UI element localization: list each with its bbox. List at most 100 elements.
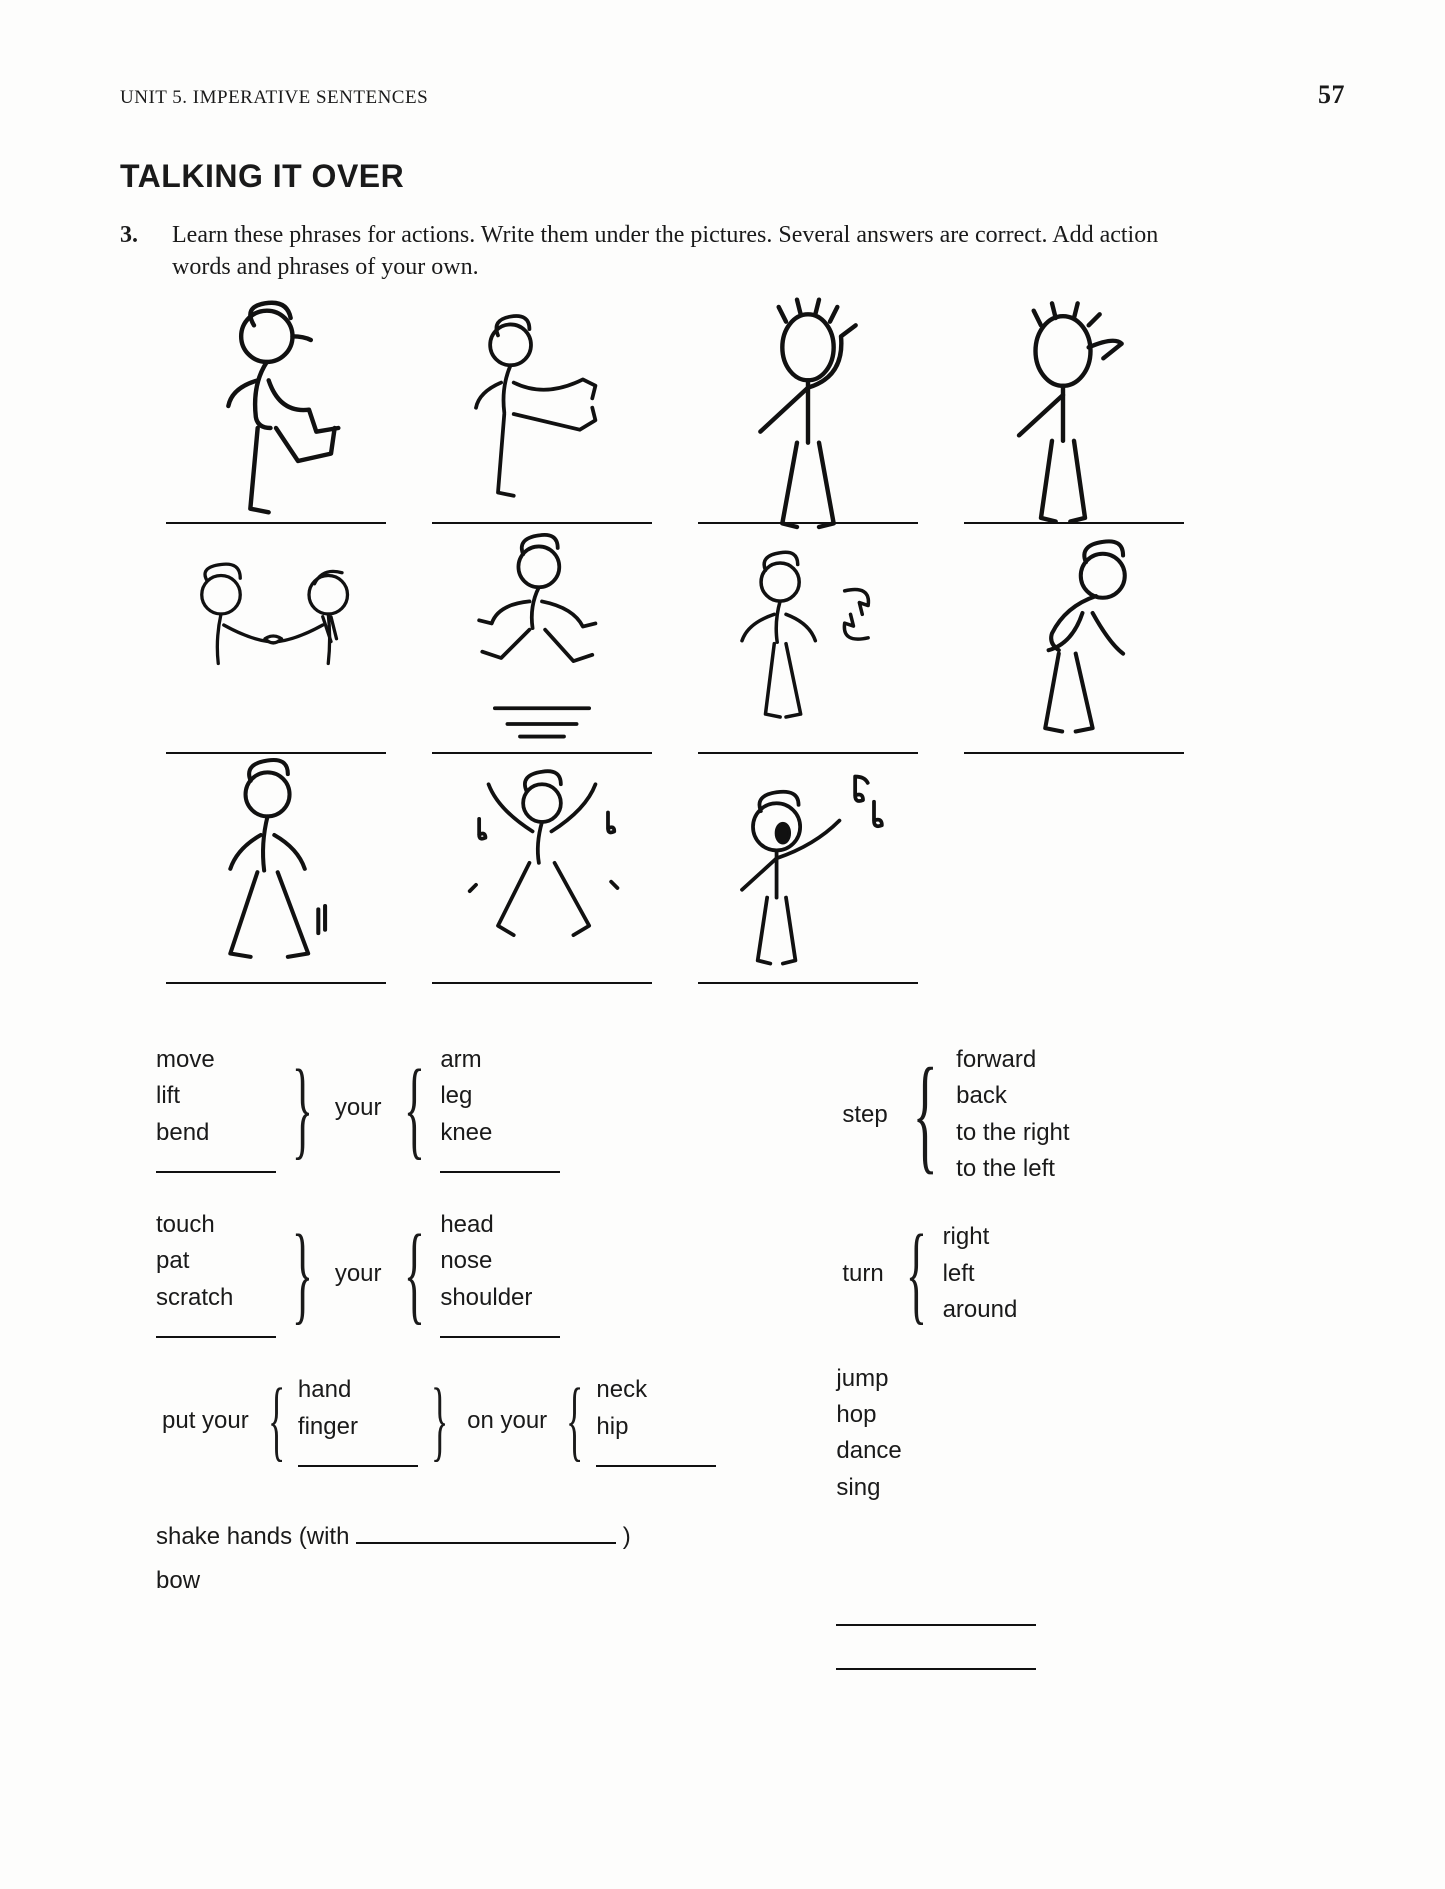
object: leg <box>440 1080 560 1112</box>
answer-line[interactable] <box>432 752 652 754</box>
verb: scratch <box>156 1282 276 1314</box>
answer-line[interactable] <box>432 982 652 984</box>
verb-stack: move lift bend <box>156 1044 276 1173</box>
verb: bend <box>156 1117 276 1149</box>
figure-step-icon <box>166 774 386 974</box>
object: nose <box>440 1245 560 1277</box>
brace-icon: { <box>268 1389 285 1452</box>
phrase-col-left: move lift bend } your { arm leg knee tou… <box>156 1044 716 1688</box>
figure-cell <box>422 314 662 524</box>
object: knee <box>440 1117 560 1149</box>
figure-cell <box>422 774 662 984</box>
blank-line[interactable] <box>298 1447 418 1467</box>
blank-line[interactable] <box>836 1600 1036 1626</box>
brace-icon: } <box>292 1235 313 1312</box>
figure-sing-icon <box>698 774 918 974</box>
exercise-number: 3. <box>120 219 148 284</box>
option-stack: right left around <box>943 1221 1018 1326</box>
object-stack: arm leg knee <box>440 1044 560 1173</box>
phrase-shake: shake hands (with ) <box>156 1523 716 1551</box>
running-header: UNIT 5. IMPERATIVE SENTENCES 57 <box>120 80 1345 110</box>
lead-text: step <box>836 1101 893 1129</box>
figure-cell <box>422 544 662 754</box>
figure-scratch-head-icon <box>698 314 918 514</box>
figure-cell <box>954 544 1194 754</box>
object: neck <box>596 1374 716 1406</box>
simple-verb-list: jump hop dance sing <box>836 1363 1069 1505</box>
blank-line[interactable] <box>596 1447 716 1467</box>
option-stack: forward back to the right to the left <box>956 1044 1069 1186</box>
connector: your <box>329 1094 388 1122</box>
answer-line[interactable] <box>964 752 1184 754</box>
verb: jump <box>836 1363 1069 1395</box>
figure-dance-icon <box>432 774 652 974</box>
option: around <box>943 1294 1018 1326</box>
blank-line[interactable] <box>156 1153 276 1173</box>
answer-line[interactable] <box>166 982 386 984</box>
blank-line[interactable] <box>836 1644 1036 1670</box>
answer-line[interactable] <box>166 522 386 524</box>
unit-label: UNIT 5. IMPERATIVE SENTENCES <box>120 87 428 109</box>
page-number: 57 <box>1318 80 1345 110</box>
figure-cell <box>688 314 928 524</box>
answer-line[interactable] <box>432 522 652 524</box>
verb: dance <box>836 1435 1069 1467</box>
blank-line[interactable] <box>440 1153 560 1173</box>
option: to the left <box>956 1153 1069 1185</box>
verb: sing <box>836 1472 1069 1504</box>
option: back <box>956 1080 1069 1112</box>
figure-bow-icon <box>964 544 1184 744</box>
extra-blank-lines <box>836 1600 1069 1688</box>
exercise-text: Learn these phrases for actions. Write t… <box>172 219 1172 284</box>
brace-icon: { <box>566 1389 583 1452</box>
figure-bend-knee-icon <box>166 314 386 514</box>
option: right <box>943 1221 1018 1253</box>
brace-icon: { <box>403 1235 424 1312</box>
verb-stack: touch pat scratch <box>156 1209 276 1338</box>
figure-cell <box>954 314 1194 524</box>
figure-cell <box>688 544 928 754</box>
phrase-group-put: put your { hand finger } on your { neck … <box>156 1374 716 1467</box>
figure-lift-leg-icon <box>432 314 652 514</box>
answer-line[interactable] <box>698 752 918 754</box>
phrase-section: move lift bend } your { arm leg knee tou… <box>156 1044 1345 1688</box>
phrase-group-turn: turn { right left around <box>836 1221 1069 1326</box>
figure-cell <box>688 774 928 984</box>
answer-line[interactable] <box>964 522 1184 524</box>
figure-shake-hands-icon <box>166 544 386 744</box>
section-title: TALKING IT OVER <box>120 158 1345 195</box>
verb: lift <box>156 1080 276 1112</box>
picture-grid <box>156 314 1345 984</box>
blank-line[interactable] <box>156 1318 276 1338</box>
brace-icon: { <box>912 1069 937 1160</box>
empty-cell <box>954 774 1194 984</box>
worksheet-page: UNIT 5. IMPERATIVE SENTENCES 57 TALKING … <box>0 0 1445 1889</box>
object-stack: head nose shoulder <box>440 1209 560 1338</box>
option: left <box>943 1258 1018 1290</box>
blank-line[interactable] <box>440 1318 560 1338</box>
connector: on your <box>461 1407 553 1435</box>
blank-line[interactable] <box>356 1526 616 1544</box>
object-stack: hand finger <box>298 1374 418 1467</box>
verb: move <box>156 1044 276 1076</box>
brace-icon: } <box>431 1389 448 1452</box>
connector: your <box>329 1260 388 1288</box>
object: finger <box>298 1411 418 1443</box>
object: hip <box>596 1411 716 1443</box>
brace-icon: } <box>292 1070 313 1147</box>
answer-line[interactable] <box>698 522 918 524</box>
phrase-group-touch: touch pat scratch } your { head nose sho… <box>156 1209 716 1338</box>
figure-cell <box>156 544 396 754</box>
figure-jump-icon <box>432 544 652 744</box>
verb: touch <box>156 1209 276 1241</box>
object: head <box>440 1209 560 1241</box>
object: arm <box>440 1044 560 1076</box>
lead-text: put your <box>156 1407 255 1435</box>
shake-text: shake hands (with <box>156 1523 349 1550</box>
phrase-group-move: move lift bend } your { arm leg knee <box>156 1044 716 1173</box>
phrase-group-step: step { forward back to the right to the … <box>836 1044 1069 1186</box>
answer-line[interactable] <box>698 982 918 984</box>
figure-cell <box>156 314 396 524</box>
brace-icon: { <box>906 1235 927 1312</box>
phrase-col-right: step { forward back to the right to the … <box>836 1044 1069 1688</box>
